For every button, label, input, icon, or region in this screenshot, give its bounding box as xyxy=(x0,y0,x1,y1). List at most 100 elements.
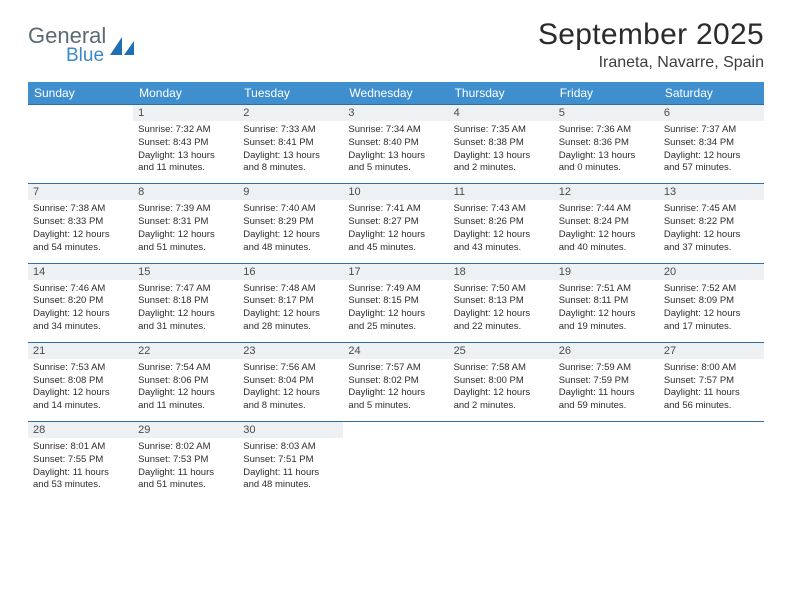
day-number-cell: 28 xyxy=(28,421,133,439)
dow-monday: Monday xyxy=(133,82,238,104)
day-info-cell: Sunrise: 7:53 AMSunset: 8:08 PMDaylight:… xyxy=(28,360,133,421)
day-info-cell: Sunrise: 7:58 AMSunset: 8:00 PMDaylight:… xyxy=(449,360,554,421)
day-info-cell: Sunrise: 7:56 AMSunset: 8:04 PMDaylight:… xyxy=(238,360,343,421)
daylight-line2: and 2 minutes. xyxy=(454,162,549,175)
day-number: 18 xyxy=(449,263,554,280)
day-number-cell: 1 xyxy=(133,104,238,122)
sunrise-text: Sunrise: 7:33 AM xyxy=(243,124,338,137)
day-number-cell: 13 xyxy=(659,183,764,201)
week-number-row: 21222324252627 xyxy=(28,342,764,360)
daylight-line2: and 22 minutes. xyxy=(454,321,549,334)
sunset-text: Sunset: 7:55 PM xyxy=(33,454,128,467)
day-number: 4 xyxy=(449,104,554,121)
day-info-cell xyxy=(554,439,659,500)
header: General Blue September 2025 Iraneta, Nav… xyxy=(28,18,764,72)
daylight-line2: and 59 minutes. xyxy=(559,400,654,413)
logo-text: General Blue xyxy=(28,26,106,65)
sunrise-text: Sunrise: 7:53 AM xyxy=(33,362,128,375)
sunrise-text: Sunrise: 7:35 AM xyxy=(454,124,549,137)
day-info: Sunrise: 7:40 AMSunset: 8:29 PMDaylight:… xyxy=(243,203,338,254)
day-number: 25 xyxy=(449,342,554,359)
daylight-line1: Daylight: 12 hours xyxy=(559,308,654,321)
daylight-line2: and 8 minutes. xyxy=(243,162,338,175)
sunrise-text: Sunrise: 7:58 AM xyxy=(454,362,549,375)
day-number-cell: 19 xyxy=(554,263,659,281)
day-info: Sunrise: 7:36 AMSunset: 8:36 PMDaylight:… xyxy=(559,124,654,175)
daylight-line2: and 17 minutes. xyxy=(664,321,759,334)
day-info: Sunrise: 7:54 AMSunset: 8:06 PMDaylight:… xyxy=(138,362,233,413)
day-number-cell: 29 xyxy=(133,421,238,439)
day-info: Sunrise: 8:02 AMSunset: 7:53 PMDaylight:… xyxy=(138,441,233,492)
sunset-text: Sunset: 8:43 PM xyxy=(138,137,233,150)
sunrise-text: Sunrise: 7:38 AM xyxy=(33,203,128,216)
day-info: Sunrise: 7:41 AMSunset: 8:27 PMDaylight:… xyxy=(348,203,443,254)
day-info: Sunrise: 7:35 AMSunset: 8:38 PMDaylight:… xyxy=(454,124,549,175)
day-number xyxy=(28,104,133,121)
sunset-text: Sunset: 8:40 PM xyxy=(348,137,443,150)
daylight-line2: and 40 minutes. xyxy=(559,242,654,255)
week-info-row: Sunrise: 7:53 AMSunset: 8:08 PMDaylight:… xyxy=(28,360,764,421)
day-info-cell: Sunrise: 7:44 AMSunset: 8:24 PMDaylight:… xyxy=(554,201,659,262)
day-number-cell: 4 xyxy=(449,104,554,122)
sunrise-text: Sunrise: 7:40 AM xyxy=(243,203,338,216)
sunset-text: Sunset: 8:09 PM xyxy=(664,295,759,308)
day-number xyxy=(343,421,448,438)
day-info: Sunrise: 8:00 AMSunset: 7:57 PMDaylight:… xyxy=(664,362,759,413)
day-number-cell xyxy=(28,104,133,122)
daylight-line1: Daylight: 13 hours xyxy=(138,150,233,163)
day-info-cell: Sunrise: 7:59 AMSunset: 7:59 PMDaylight:… xyxy=(554,360,659,421)
sunrise-text: Sunrise: 7:34 AM xyxy=(348,124,443,137)
sunset-text: Sunset: 8:24 PM xyxy=(559,216,654,229)
day-number-cell: 20 xyxy=(659,263,764,281)
day-info-cell: Sunrise: 7:49 AMSunset: 8:15 PMDaylight:… xyxy=(343,281,448,342)
day-number: 17 xyxy=(343,263,448,280)
daylight-line2: and 28 minutes. xyxy=(243,321,338,334)
week-info-row: Sunrise: 7:32 AMSunset: 8:43 PMDaylight:… xyxy=(28,122,764,183)
daylight-line1: Daylight: 12 hours xyxy=(33,308,128,321)
day-info-cell: Sunrise: 7:52 AMSunset: 8:09 PMDaylight:… xyxy=(659,281,764,342)
day-info: Sunrise: 7:50 AMSunset: 8:13 PMDaylight:… xyxy=(454,283,549,334)
daylight-line1: Daylight: 12 hours xyxy=(559,229,654,242)
sunset-text: Sunset: 8:26 PM xyxy=(454,216,549,229)
logo: General Blue xyxy=(28,18,136,65)
sunrise-text: Sunrise: 7:49 AM xyxy=(348,283,443,296)
day-number-cell: 22 xyxy=(133,342,238,360)
day-info: Sunrise: 7:58 AMSunset: 8:00 PMDaylight:… xyxy=(454,362,549,413)
day-info-cell: Sunrise: 7:51 AMSunset: 8:11 PMDaylight:… xyxy=(554,281,659,342)
title-block: September 2025 Iraneta, Navarre, Spain xyxy=(538,18,764,72)
day-number: 8 xyxy=(133,183,238,200)
sail-icon xyxy=(108,35,136,57)
sunrise-text: Sunrise: 7:37 AM xyxy=(664,124,759,137)
daylight-line1: Daylight: 13 hours xyxy=(348,150,443,163)
day-info-cell: Sunrise: 7:45 AMSunset: 8:22 PMDaylight:… xyxy=(659,201,764,262)
sunrise-text: Sunrise: 8:00 AM xyxy=(664,362,759,375)
daylight-line2: and 2 minutes. xyxy=(454,400,549,413)
daylight-line1: Daylight: 12 hours xyxy=(33,229,128,242)
day-number xyxy=(449,421,554,438)
dow-wednesday: Wednesday xyxy=(343,82,448,104)
month-title: September 2025 xyxy=(538,18,764,52)
day-number-cell: 11 xyxy=(449,183,554,201)
daylight-line2: and 37 minutes. xyxy=(664,242,759,255)
sunset-text: Sunset: 8:18 PM xyxy=(138,295,233,308)
daylight-line1: Daylight: 12 hours xyxy=(454,308,549,321)
daylight-line1: Daylight: 11 hours xyxy=(664,387,759,400)
sunrise-text: Sunrise: 7:51 AM xyxy=(559,283,654,296)
day-number-cell: 30 xyxy=(238,421,343,439)
daylight-line1: Daylight: 12 hours xyxy=(138,387,233,400)
week-info-row: Sunrise: 7:38 AMSunset: 8:33 PMDaylight:… xyxy=(28,201,764,262)
day-number: 2 xyxy=(238,104,343,121)
sunrise-text: Sunrise: 7:57 AM xyxy=(348,362,443,375)
day-info: Sunrise: 7:51 AMSunset: 8:11 PMDaylight:… xyxy=(559,283,654,334)
dow-friday: Friday xyxy=(554,82,659,104)
daylight-line1: Daylight: 12 hours xyxy=(243,387,338,400)
daylight-line1: Daylight: 11 hours xyxy=(33,467,128,480)
day-number: 27 xyxy=(659,342,764,359)
day-number-cell: 14 xyxy=(28,263,133,281)
daylight-line1: Daylight: 11 hours xyxy=(559,387,654,400)
day-info: Sunrise: 7:49 AMSunset: 8:15 PMDaylight:… xyxy=(348,283,443,334)
daylight-line2: and 48 minutes. xyxy=(243,242,338,255)
day-info: Sunrise: 7:39 AMSunset: 8:31 PMDaylight:… xyxy=(138,203,233,254)
sunrise-text: Sunrise: 7:56 AM xyxy=(243,362,338,375)
daylight-line1: Daylight: 12 hours xyxy=(664,308,759,321)
